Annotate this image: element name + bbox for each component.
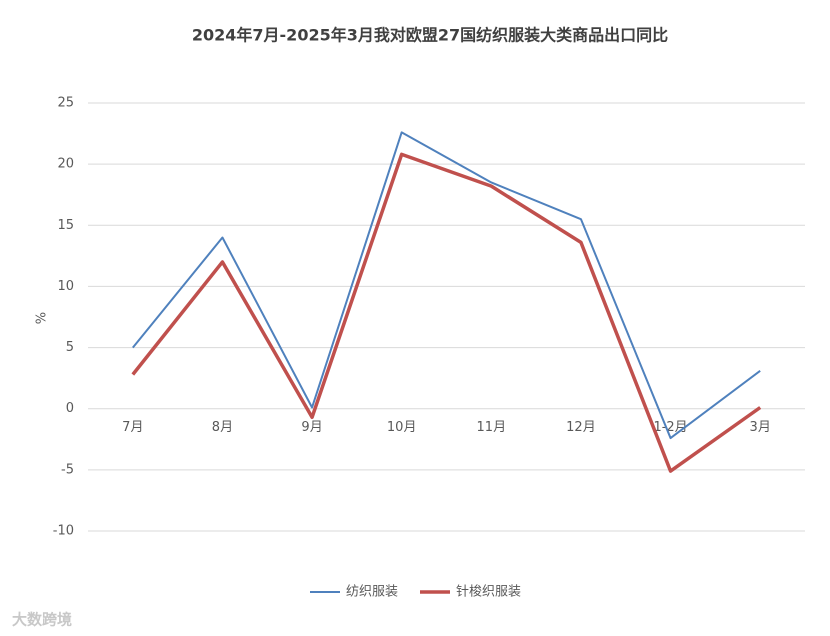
chart-title: 2024年7月-2025年3月我对欧盟27国纺织服装大类商品出口同比 — [192, 26, 668, 45]
x-tick-label: 11月 — [477, 420, 507, 435]
y-tick-label: 25 — [57, 96, 74, 111]
legend-label: 针梭织服装 — [456, 584, 521, 600]
y-tick-label: -10 — [53, 524, 74, 539]
x-tick-label: 1-2月 — [653, 420, 687, 435]
y-tick-label: -5 — [61, 462, 74, 477]
y-tick-label: 0 — [66, 401, 74, 416]
y-tick-label: 15 — [57, 218, 74, 233]
x-tick-label: 10月 — [387, 420, 417, 435]
x-tick-label: 3月 — [750, 420, 771, 435]
data-line — [132, 131, 761, 440]
legend-label: 纺织服装 — [346, 585, 398, 600]
x-tick-label: 12月 — [566, 420, 596, 435]
y-axis-label: % — [35, 312, 50, 324]
data-line — [131, 152, 762, 473]
x-tick-label: 8月 — [212, 420, 233, 435]
y-tick-label: 20 — [57, 157, 74, 172]
x-tick-label: 7月 — [122, 420, 143, 435]
watermark: 大数跨境 — [12, 611, 72, 629]
x-tick-label: 9月 — [301, 420, 322, 435]
y-tick-label: 5 — [66, 340, 74, 355]
y-tick-label: 10 — [57, 279, 74, 294]
